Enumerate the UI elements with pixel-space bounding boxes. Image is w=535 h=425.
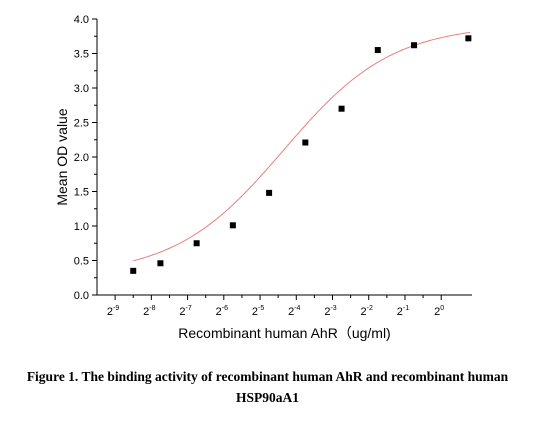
- y-ticks: 0.0 0.5 1.0 1.5 2.0 2.5 3.0 3.5 4.0: [74, 14, 97, 302]
- fit-curve-group: [133, 31, 471, 262]
- y-tick-label: 4.0: [74, 14, 89, 26]
- data-point: [302, 139, 309, 146]
- x-tick-label: 20: [434, 305, 444, 318]
- y-tick-label: 0.5: [74, 256, 89, 268]
- data-point: [193, 240, 200, 247]
- y-tick-label: 1.0: [74, 221, 89, 233]
- x-ticks: 2-9 2-8 2-7 2-6 2-5 2-4 2-3 2-2 2-1 20: [107, 295, 444, 318]
- data-point: [157, 260, 164, 267]
- caption-bold-text: Figure 1. The binding activity of: [26, 369, 213, 384]
- x-tick-label: 2-4: [288, 305, 300, 318]
- y-axis-label: Mean OD value: [54, 108, 70, 205]
- data-point: [374, 47, 381, 54]
- y-tick-label: 0.0: [74, 290, 89, 302]
- x-tick-label: 2-3: [324, 305, 336, 318]
- data-point: [411, 42, 418, 49]
- dose-response-chart: 0.0 0.5 1.0 1.5 2.0 2.5 3.0 3.5 4.0 2-9 2-8 2-7 2-6…: [54, 14, 472, 341]
- y-tick-label: 1.5: [74, 187, 89, 199]
- axes: [96, 19, 472, 296]
- data-point: [266, 189, 273, 196]
- caption-line-1: Figure 1. The binding activity of recomb…: [0, 366, 535, 387]
- caption-normal-text: recombinant human AhR and recombinant hu…: [212, 369, 509, 384]
- x-axis-label: Recombinant human AhR（ug/ml): [178, 325, 390, 341]
- data-point: [338, 105, 345, 112]
- x-tick-label: 2-8: [143, 305, 155, 318]
- x-tick-label: 2-5: [252, 305, 264, 318]
- data-point: [229, 222, 236, 229]
- y-tick-label: 2.0: [74, 152, 89, 164]
- y-tick-label: 3.5: [74, 49, 89, 61]
- y-tick-label: 3.0: [74, 83, 89, 95]
- x-tick-label: 2-7: [179, 305, 191, 318]
- x-tick-label: 2-6: [216, 305, 228, 318]
- y-tick-label: 2.5: [74, 118, 89, 130]
- caption-line-2: HSP90aA1: [235, 390, 299, 405]
- x-tick-label: 2-2: [361, 305, 373, 318]
- data-points: [130, 35, 472, 274]
- figure-caption: Figure 1. The binding activity of recomb…: [0, 366, 535, 408]
- data-point: [130, 267, 137, 274]
- x-tick-label: 2-1: [397, 305, 409, 318]
- x-tick-label: 2-9: [107, 305, 119, 318]
- fit-curve: [133, 31, 471, 262]
- data-point: [465, 35, 472, 42]
